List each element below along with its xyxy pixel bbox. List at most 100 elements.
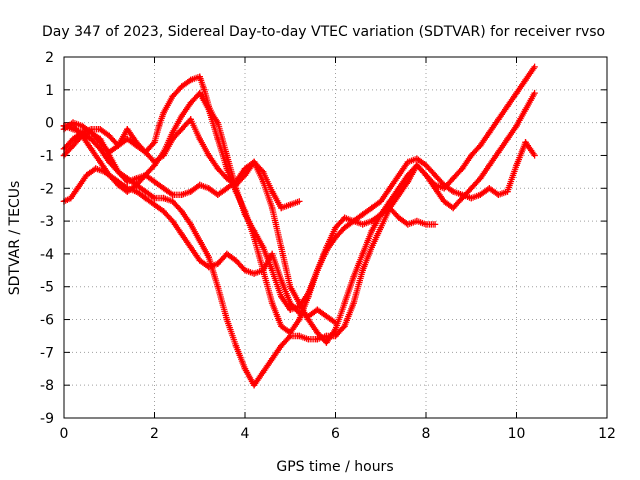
data-point	[133, 181, 140, 189]
data-point	[78, 132, 86, 139]
x-tick-label: 10	[508, 426, 526, 442]
data-point	[368, 244, 375, 251]
data-point	[386, 198, 393, 205]
series-4-trail	[60, 73, 537, 313]
data-point	[422, 171, 430, 179]
data-point	[205, 152, 212, 159]
data-point	[97, 126, 104, 133]
data-point	[531, 152, 538, 159]
data-point	[368, 217, 375, 225]
data-point	[142, 148, 149, 156]
series-3	[60, 89, 538, 346]
data-point	[305, 293, 312, 300]
data-point	[97, 145, 104, 153]
series-5-trail	[60, 116, 301, 212]
data-point	[115, 142, 122, 149]
y-tick-label: -6	[40, 313, 54, 329]
data-point	[531, 63, 538, 71]
data-point	[250, 234, 258, 241]
data-point	[178, 112, 185, 120]
data-point	[241, 267, 249, 274]
x-tick-label: 8	[422, 426, 431, 442]
data-point	[169, 217, 176, 225]
data-point	[115, 181, 122, 189]
data-point	[268, 250, 276, 258]
data-point	[287, 306, 294, 313]
data-point	[486, 162, 493, 169]
data-point	[314, 267, 321, 274]
data-point	[142, 194, 149, 202]
data-point	[305, 316, 312, 323]
data-point	[395, 214, 403, 222]
data-point	[359, 250, 366, 258]
data-point	[278, 342, 285, 349]
data-point	[223, 250, 231, 258]
data-point	[97, 139, 104, 146]
data-point	[413, 217, 421, 225]
data-point	[278, 276, 285, 284]
data-point	[178, 208, 185, 215]
data-point	[223, 185, 231, 192]
data-point	[124, 188, 131, 195]
data-point	[332, 224, 339, 231]
data-point	[187, 221, 194, 228]
data-point	[259, 267, 267, 274]
data-point	[296, 198, 303, 205]
data-point	[223, 152, 231, 159]
data-point	[386, 185, 393, 192]
data-point	[296, 316, 303, 323]
data-point	[495, 116, 502, 123]
data-point	[504, 135, 511, 143]
plot-frame	[63, 56, 608, 419]
data-point	[205, 185, 212, 192]
data-point	[522, 106, 529, 113]
data-point	[187, 116, 194, 123]
data-point	[377, 198, 384, 205]
data-point	[268, 188, 276, 195]
data-point	[169, 198, 176, 205]
data-point	[323, 247, 330, 254]
data-point	[87, 135, 95, 143]
x-tick-label: 0	[60, 426, 69, 442]
data-point	[160, 194, 167, 202]
data-point	[404, 171, 412, 179]
series-6	[60, 89, 439, 336]
data-point	[341, 224, 348, 231]
data-point	[440, 198, 448, 205]
data-point	[160, 185, 167, 192]
data-point	[359, 211, 366, 218]
data-point	[368, 204, 375, 212]
data-point	[268, 204, 276, 212]
data-point	[287, 201, 294, 208]
data-point	[459, 165, 466, 172]
data-series	[60, 63, 538, 389]
data-point	[241, 365, 249, 372]
data-point	[178, 126, 185, 133]
data-point	[169, 93, 176, 100]
data-point	[178, 83, 185, 90]
data-point	[196, 181, 203, 189]
data-point	[106, 171, 113, 179]
data-point	[142, 188, 149, 195]
data-point	[133, 139, 140, 146]
data-point	[350, 217, 357, 225]
data-point	[504, 188, 511, 195]
data-point	[196, 135, 203, 143]
data-point	[133, 188, 140, 195]
series-6-trail	[60, 89, 437, 336]
y-tick-label: -1	[40, 148, 54, 164]
data-point	[522, 76, 529, 84]
data-point	[278, 322, 285, 330]
data-point	[74, 185, 81, 192]
data-point	[477, 142, 484, 149]
data-point	[259, 368, 267, 376]
data-point	[341, 214, 348, 222]
data-point	[205, 253, 212, 261]
data-point	[413, 155, 421, 162]
data-point	[323, 339, 330, 346]
data-point	[241, 208, 249, 215]
data-point	[196, 257, 203, 264]
data-point	[169, 191, 176, 199]
data-point	[142, 171, 149, 179]
x-tick-label: 12	[598, 426, 616, 442]
